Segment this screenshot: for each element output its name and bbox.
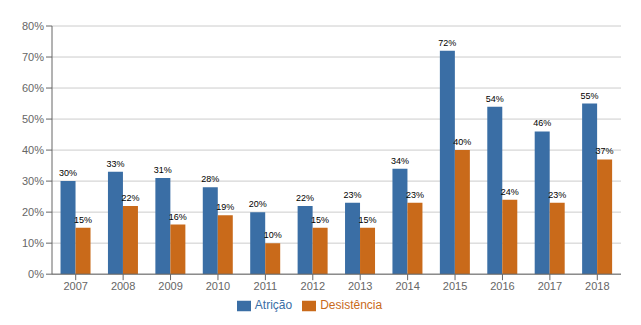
svg-text:37%: 37% xyxy=(596,146,614,156)
svg-text:23%: 23% xyxy=(406,190,424,200)
svg-text:72%: 72% xyxy=(438,38,456,48)
svg-text:2008: 2008 xyxy=(111,280,135,292)
svg-text:40%: 40% xyxy=(22,144,44,156)
svg-text:15%: 15% xyxy=(359,215,377,225)
svg-text:70%: 70% xyxy=(22,51,44,63)
svg-text:2018: 2018 xyxy=(585,280,609,292)
svg-text:23%: 23% xyxy=(344,190,362,200)
svg-text:2011: 2011 xyxy=(254,280,278,292)
svg-text:2009: 2009 xyxy=(158,280,182,292)
svg-text:19%: 19% xyxy=(216,202,234,212)
svg-text:20%: 20% xyxy=(249,199,267,209)
svg-text:2012: 2012 xyxy=(301,280,325,292)
svg-text:15%: 15% xyxy=(74,215,92,225)
svg-text:23%: 23% xyxy=(548,190,566,200)
html-text:Atrição: Atrição xyxy=(254,298,293,313)
svg-text:16%: 16% xyxy=(169,212,187,222)
svg-text:22%: 22% xyxy=(121,193,139,203)
svg-text:60%: 60% xyxy=(22,82,44,94)
svg-text:54%: 54% xyxy=(486,94,504,104)
svg-text:31%: 31% xyxy=(154,165,172,175)
svg-text:24%: 24% xyxy=(501,187,519,197)
html-text:Desistência: Desistência xyxy=(320,298,383,313)
svg-text:33%: 33% xyxy=(106,159,124,169)
svg-text:30%: 30% xyxy=(59,168,77,178)
svg-text:22%: 22% xyxy=(296,193,314,203)
svg-text:40%: 40% xyxy=(453,137,471,147)
svg-text:28%: 28% xyxy=(201,174,219,184)
svg-text:2016: 2016 xyxy=(490,280,514,292)
svg-text:50%: 50% xyxy=(22,113,44,125)
svg-text:15%: 15% xyxy=(311,215,329,225)
svg-text:20%: 20% xyxy=(22,206,44,218)
svg-text:10%: 10% xyxy=(22,237,44,249)
svg-text:2010: 2010 xyxy=(206,280,230,292)
svg-text:46%: 46% xyxy=(533,118,551,128)
svg-text:2014: 2014 xyxy=(395,280,419,292)
svg-text:2007: 2007 xyxy=(63,280,87,292)
svg-text:2013: 2013 xyxy=(348,280,372,292)
svg-text:10%: 10% xyxy=(264,230,282,240)
svg-text:30%: 30% xyxy=(22,175,44,187)
svg-text:55%: 55% xyxy=(581,91,599,101)
svg-text:0%: 0% xyxy=(28,268,44,280)
svg-text:2015: 2015 xyxy=(443,280,467,292)
svg-text:2017: 2017 xyxy=(538,280,562,292)
svg-text:80%: 80% xyxy=(22,20,44,32)
svg-text:34%: 34% xyxy=(391,156,409,166)
